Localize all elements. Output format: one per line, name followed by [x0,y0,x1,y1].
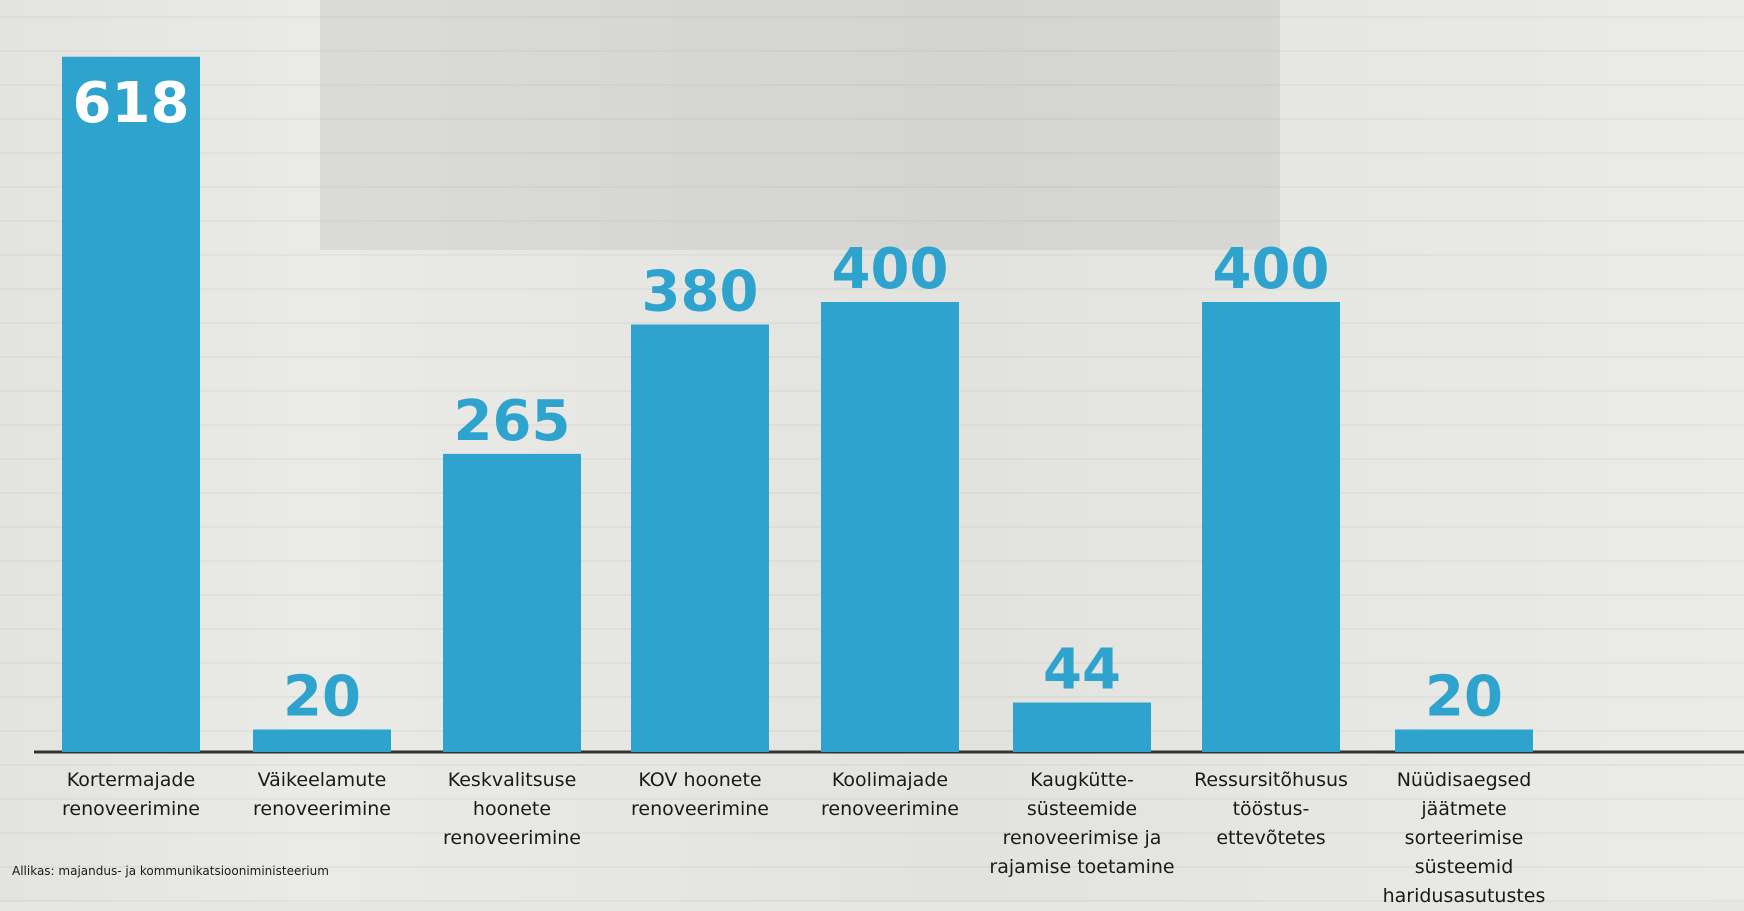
value-label-8: 20 [1425,665,1503,730]
source-note: Allikas: majandus- ja kommunikatsioonimi… [12,864,329,878]
category-label-4: KOV hoonete renoveerimine [631,769,769,820]
bar-7 [1202,302,1340,752]
value-label-6: 44 [1043,638,1121,703]
category-label-7: Ressursitõhusus tööstus- ettevõtetes [1194,769,1348,849]
value-label-1: 618 [73,71,190,136]
value-label-2: 20 [283,665,361,730]
bar-8 [1395,729,1533,752]
bar-3 [443,453,581,752]
bar-4 [631,324,769,752]
bar-6 [1013,702,1151,752]
category-label-3: Keskvalitsuse hoonete renoveerimine [443,769,581,849]
bar-1 [62,56,200,752]
value-label-3: 265 [454,389,571,454]
category-label-5: Koolimajade renoveerimine [821,769,959,820]
category-label-2: Väikeelamute renoveerimine [253,769,391,820]
bar-5 [821,302,959,752]
category-label-1: Kortermajade renoveerimine [62,769,200,820]
value-label-5: 400 [832,237,949,302]
bar-2 [253,729,391,752]
category-label-6: Kaugkütte- süsteemide renoveerimise ja r… [989,769,1175,878]
category-label-8: Nüüdisaegsed jäätmete sorteerimise süste… [1382,769,1546,907]
value-label-4: 380 [642,260,759,325]
value-label-7: 400 [1213,237,1330,302]
